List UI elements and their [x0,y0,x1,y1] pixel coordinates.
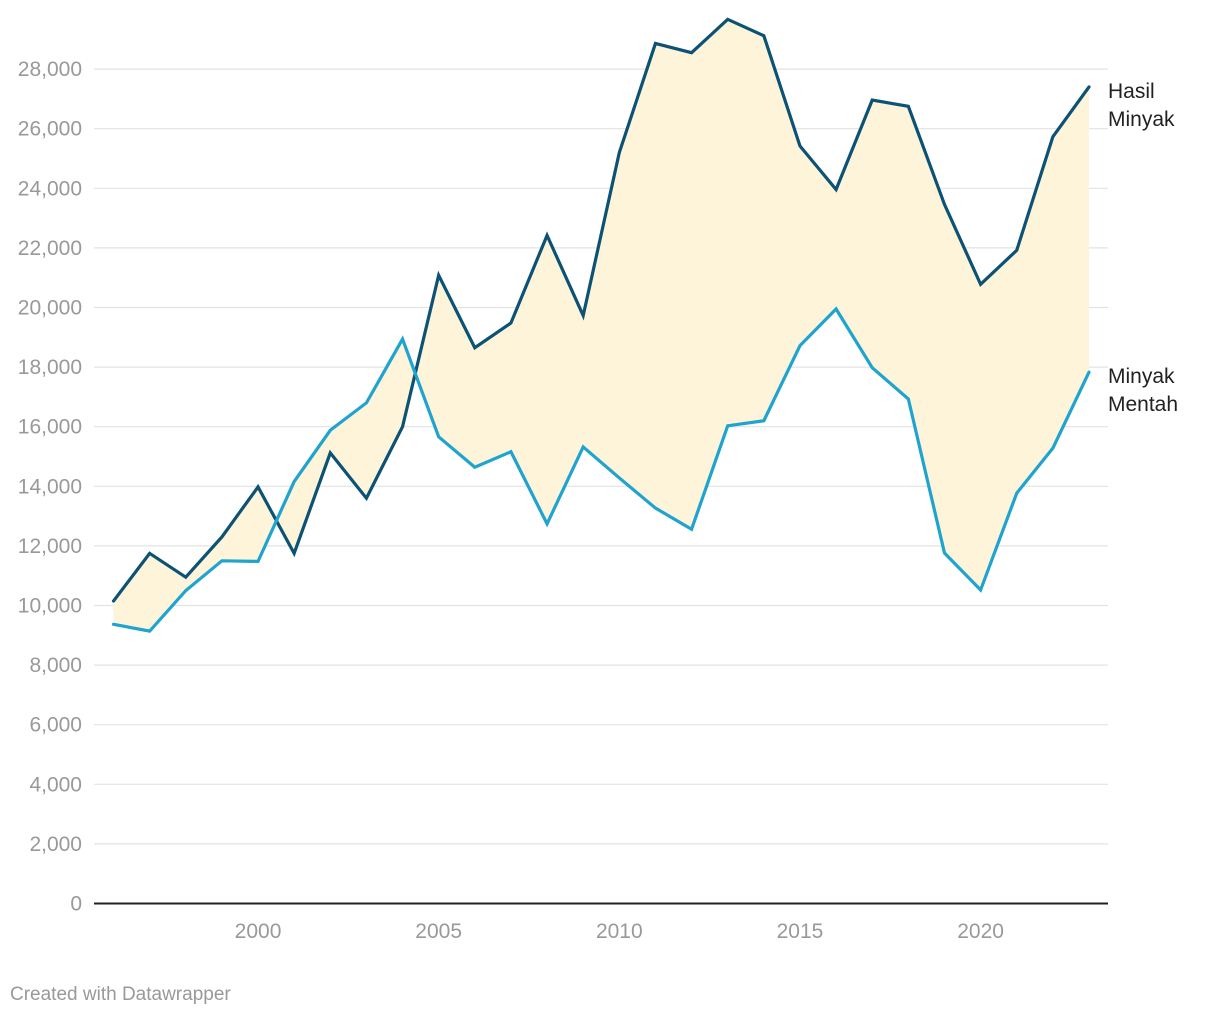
x-tick-label: 2020 [957,920,1004,943]
y-tick-label: 16,000 [18,416,82,439]
x-tick-label: 2010 [596,920,643,943]
series-line-minyak-mentah [111,306,1091,633]
y-tick-label: 0 [70,893,82,916]
y-tick-label: 14,000 [18,475,82,498]
series-label-minyak-mentah: Minyak Mentah [1108,365,1178,416]
y-tick-label: 18,000 [18,356,82,379]
oil-chart: 0 2,000 4,000 6,000 8,000 10,000 12,000 14,000 1… [18,17,1178,943]
y-tick-label: 12,000 [18,535,82,558]
y-tick-label: 10,000 [18,595,82,618]
x-axis-labels: 2000 2005 2010 2015 2020 [235,920,1004,943]
y-tick-label: 6,000 [29,714,82,737]
y-tick-label: 8,000 [29,654,82,677]
y-tick-label: 24,000 [18,177,82,200]
footer-credit: Created with Datawrapper [10,984,231,1005]
y-tick-label: 20,000 [18,297,82,320]
x-tick-label: 2000 [235,920,282,943]
gap-area [113,19,1089,632]
series-labels: Hasil Minyak Minyak Mentah [1108,80,1178,416]
y-tick-label: 4,000 [29,773,82,796]
series-lines [111,17,1091,633]
y-tick-label: 2,000 [29,833,82,856]
y-tick-label: 28,000 [18,58,82,81]
series-label-hasil-minyak: Hasil Minyak [1108,80,1175,131]
y-tick-label: 22,000 [18,237,82,260]
x-tick-label: 2015 [777,920,824,943]
x-tick-label: 2005 [415,920,462,943]
gap-area-fill [113,19,1089,632]
y-axis-labels: 0 2,000 4,000 6,000 8,000 10,000 12,000 14,000 1… [18,58,82,915]
y-tick-label: 26,000 [18,118,82,141]
